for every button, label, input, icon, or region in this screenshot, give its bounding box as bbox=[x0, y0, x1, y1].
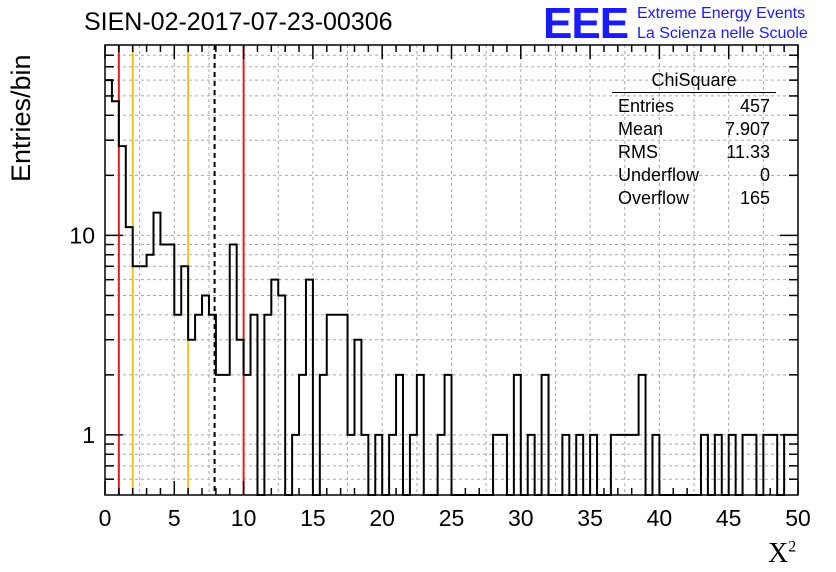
stat-value: 165 bbox=[739, 188, 770, 208]
x-tick-label: 50 bbox=[785, 505, 811, 531]
stat-value: 0 bbox=[759, 165, 770, 185]
stat-row: Overflow 165 bbox=[612, 187, 776, 210]
stat-value: 457 bbox=[739, 96, 770, 116]
stat-value: 7.907 bbox=[724, 119, 770, 139]
stat-label: Mean bbox=[618, 119, 664, 139]
eee-logo: EEE Extreme Energy Events La Scienza nel… bbox=[543, 0, 808, 48]
logo-text: Extreme Energy Events La Scienza nelle S… bbox=[637, 4, 808, 44]
chart-title: SIEN-02-2017-07-23-00306 bbox=[84, 8, 393, 36]
x-tick-label: 20 bbox=[369, 505, 395, 531]
stat-row: Underflow 0 bbox=[612, 164, 776, 187]
tick-labels: 0 5 10 15 20 25 30 35 40 45 50 1 10 bbox=[69, 222, 810, 531]
x-tick-label: 15 bbox=[300, 505, 326, 531]
stat-label: Entries bbox=[618, 96, 675, 116]
stat-row: Mean 7.907 bbox=[612, 118, 776, 141]
x-tick-label: 45 bbox=[716, 505, 742, 531]
x-axis-label-superscript: 2 bbox=[788, 538, 797, 556]
x-axis-label-base: X bbox=[768, 538, 789, 569]
y-tick-label: 10 bbox=[69, 222, 95, 248]
x-tick-label: 40 bbox=[647, 505, 673, 531]
x-tick-label: 35 bbox=[577, 505, 603, 531]
stat-label: Overflow bbox=[618, 188, 690, 208]
y-tick-label: 1 bbox=[82, 422, 95, 448]
stat-row: RMS 11.33 bbox=[612, 141, 776, 164]
x-tick-label: 25 bbox=[439, 505, 465, 531]
x-tick-label: 30 bbox=[508, 505, 534, 531]
stat-label: RMS bbox=[618, 142, 658, 162]
x-tick-label: 5 bbox=[168, 505, 181, 531]
logo-line-1: Extreme Energy Events bbox=[637, 5, 806, 22]
x-tick-label: 10 bbox=[231, 505, 257, 531]
stat-label: Underflow bbox=[618, 165, 700, 185]
logo-letters: EEE bbox=[543, 0, 629, 48]
x-tick-label: 0 bbox=[99, 505, 112, 531]
axis-ticks bbox=[104, 45, 799, 495]
stat-row: Entries 457 bbox=[612, 95, 776, 118]
stats-rows: Entries 457 Mean 7.907 RMS 11.33 Underflow 0 Ove… bbox=[612, 95, 776, 210]
stat-value: 11.33 bbox=[726, 142, 770, 162]
x-axis-label: X2 bbox=[768, 538, 796, 570]
stats-title: ChiSquare bbox=[612, 70, 776, 93]
stats-box: ChiSquare Entries 457 Mean 7.907 RMS 11.33 Und… bbox=[612, 70, 776, 210]
logo-line-2: La Scienza nelle Scuole bbox=[637, 25, 808, 42]
